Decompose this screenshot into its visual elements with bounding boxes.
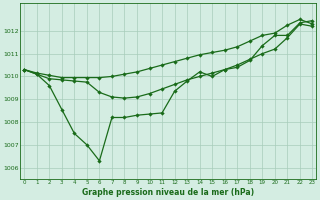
X-axis label: Graphe pression niveau de la mer (hPa): Graphe pression niveau de la mer (hPa) xyxy=(82,188,254,197)
